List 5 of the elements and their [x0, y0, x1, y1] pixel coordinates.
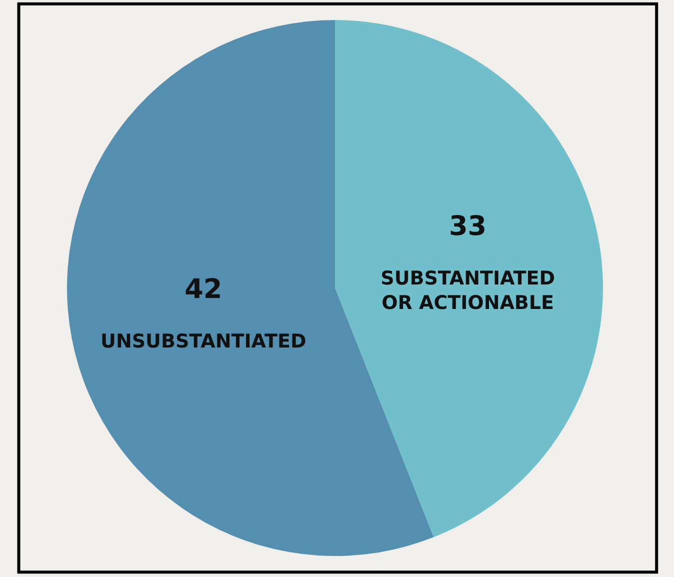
slice-label: SUBSTANTIATED OR ACTIONABLE [380, 268, 555, 314]
data-label: 42 [184, 274, 222, 305]
slice-label: UNSUBSTANTIATED [100, 330, 306, 352]
data-label: 33 [449, 211, 487, 242]
pie-slice [335, 20, 602, 538]
